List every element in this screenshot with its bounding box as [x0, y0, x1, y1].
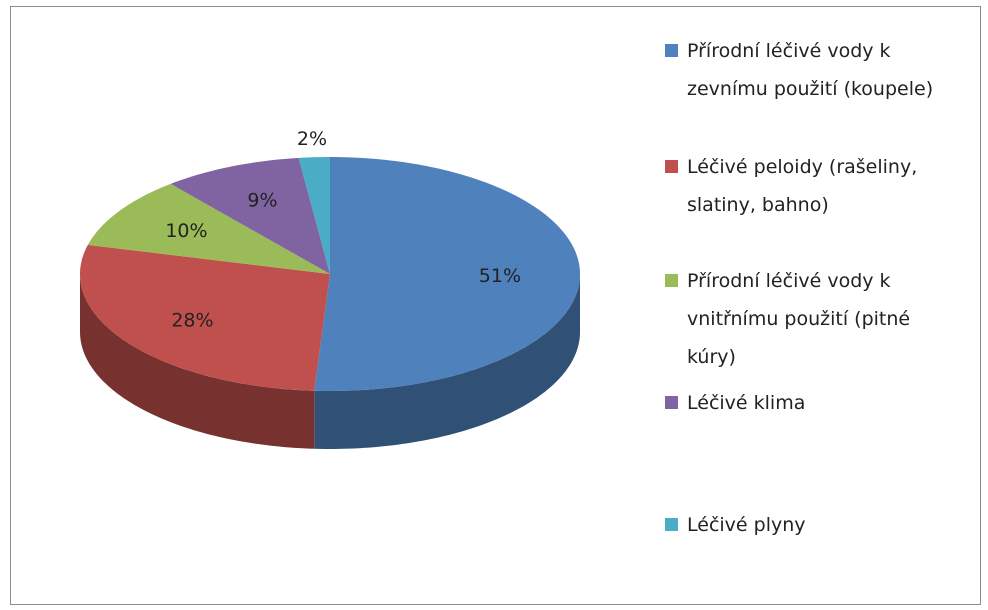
- data-label: 2%: [297, 128, 327, 150]
- legend-item: Léčivé peloidy (rašeliny, slatiny, bahno…: [665, 148, 965, 224]
- legend-item: Přírodní léčivé vody k vnitřnímu použití…: [665, 262, 965, 376]
- pie-slice: [87, 183, 330, 274]
- pie-slice: [314, 157, 580, 391]
- data-label: 10%: [165, 220, 207, 242]
- legend-swatch: [665, 44, 678, 57]
- legend-label: Léčivé klima: [687, 392, 806, 414]
- data-label: 51%: [479, 265, 521, 287]
- pie-slice: [298, 157, 330, 274]
- legend-item: Přírodní léčivé vody k zevnímu použití (…: [665, 32, 965, 108]
- pie-slice: [80, 244, 330, 391]
- pie-side: [314, 274, 580, 449]
- legend-swatch: [665, 518, 678, 531]
- pie-side: [80, 274, 315, 449]
- pie-slice: [170, 157, 330, 274]
- legend-label: Léčivé peloidy (rašeliny, slatiny, bahno…: [687, 156, 918, 216]
- legend-swatch: [665, 160, 678, 173]
- legend-swatch: [665, 396, 678, 409]
- data-label: 28%: [171, 309, 213, 331]
- legend-item: Léčivé plyny: [665, 506, 965, 544]
- legend-label: Přírodní léčivé vody k zevnímu použití (…: [687, 40, 934, 100]
- legend-item: Léčivé klima: [665, 384, 965, 422]
- legend-label: Přírodní léčivé vody k vnitřnímu použití…: [687, 270, 911, 368]
- data-label: 9%: [247, 189, 277, 211]
- legend-swatch: [665, 274, 678, 287]
- legend-label: Léčivé plyny: [687, 514, 806, 536]
